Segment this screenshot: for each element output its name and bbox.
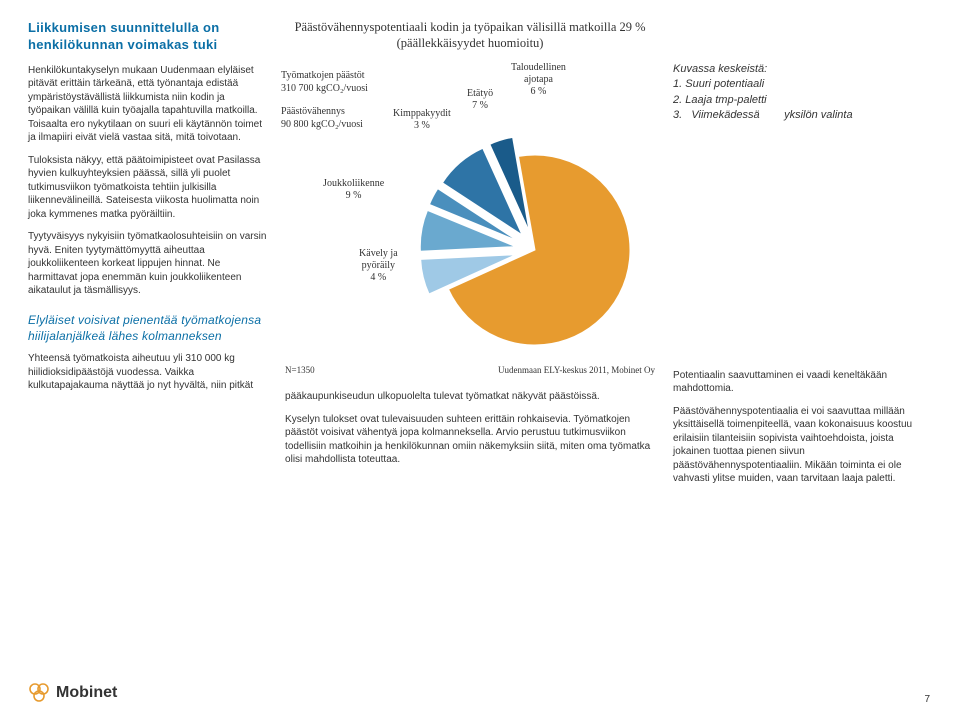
- slice-label-joukko: Joukkoliikenne 9 %: [323, 178, 384, 202]
- left-column: Liikkumisen suunnittelulla on henkilökun…: [28, 20, 267, 495]
- body-paragraph: Kyselyn tulokset ovat tulevaisuuden suht…: [285, 413, 655, 467]
- slice-label-eta: Etätyö 7 %: [467, 88, 493, 112]
- pie-chart: Päästövähennyspotentiaali kodin ja työpa…: [285, 20, 655, 360]
- chart-title: Päästövähennyspotentiaali kodin ja työpa…: [285, 20, 655, 51]
- chart-stat-reduction: Päästövähennys 90 800 kgCO₂/vuosi: [281, 106, 363, 131]
- logo-icon: [28, 682, 50, 704]
- logo-text: Mobinet: [56, 682, 117, 704]
- body-paragraph: pääkaupunkiseudun ulkopuolelta tulevat t…: [285, 390, 655, 404]
- legend-item: 2. Laaja tmp-paletti: [673, 93, 932, 108]
- chart-column: Päästövähennyspotentiaali kodin ja työpa…: [285, 20, 655, 495]
- chart-stat-emissions: Työmatkojen päästöt 310 700 kgCO₂/vuosi: [281, 70, 368, 95]
- section-subtitle: Elyläiset voisivat pienentää työmatkojen…: [28, 312, 267, 344]
- logo: Mobinet: [28, 682, 117, 704]
- page-number: 7: [924, 693, 930, 707]
- section-title: Liikkumisen suunnittelulla on henkilökun…: [28, 20, 267, 54]
- body-paragraph: Tyytyväisyys nykyisiin työmatkaolosuhtei…: [28, 230, 267, 298]
- pie-svg-holder: [415, 130, 655, 375]
- right-column: Kuvassa keskeistä: 1. Suuri potentiaali …: [673, 20, 932, 495]
- slice-label-kimppa: Kimppakyydit 3 %: [393, 108, 451, 132]
- slice-label-kavely: Kävely ja pyöräily 4 %: [359, 248, 398, 284]
- legend-item: 1. Suuri potentiaali: [673, 77, 932, 92]
- chart-legend: Kuvassa keskeistä: 1. Suuri potentiaali …: [673, 62, 932, 124]
- body-paragraph: Henkilökuntakyselyn mukaan Uudenmaan ely…: [28, 64, 267, 145]
- chart-n: N=1350: [285, 364, 315, 376]
- legend-title: Kuvassa keskeistä:: [673, 62, 932, 77]
- slice-label-ajotapa: Taloudellinen ajotapa 6 %: [511, 62, 566, 98]
- body-paragraph: Yhteensä työmatkoista aiheutuu yli 310 0…: [28, 352, 267, 393]
- body-paragraph: Tuloksista näkyy, että päätoimipisteet o…: [28, 154, 267, 222]
- body-paragraph: Potentiaalin saavuttaminen ei vaadi kene…: [673, 369, 932, 396]
- body-paragraph: Päästövähennyspotentiaalia ei voi saavut…: [673, 405, 932, 486]
- legend-item: 3. Viimekädessä yksilön valinta: [673, 108, 932, 123]
